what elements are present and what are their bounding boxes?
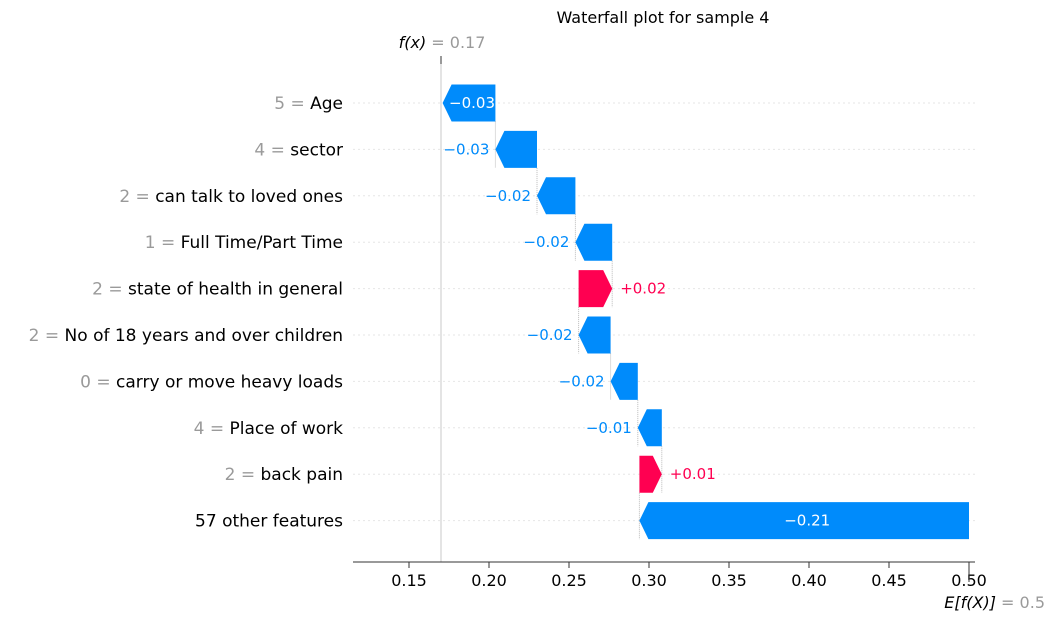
bar-negative [537, 177, 576, 215]
x-tick-label: 0.30 [631, 571, 667, 590]
feature-label: 4 = Place of work [194, 419, 344, 439]
bar-positive [578, 270, 613, 308]
bar-value-label: −0.03 [449, 94, 495, 112]
bar-value-label: −0.01 [586, 419, 632, 437]
bar-negative [442, 84, 496, 122]
bar-positive [639, 455, 662, 493]
feature-label: 2 = state of health in general [92, 280, 343, 300]
bar-value-label: −0.21 [784, 512, 830, 530]
bar-value-label: −0.02 [559, 372, 605, 390]
bar-value-label: −0.02 [485, 187, 531, 205]
labels-layer: 5 = Age −0.03 4 = sector −0.03 2 = can talk … [29, 94, 831, 532]
feature-label: 0 = carry or move heavy loads [80, 372, 343, 392]
bar-value-label: +0.02 [620, 280, 666, 298]
x-tick-label: 0.25 [551, 571, 587, 590]
efx-label: E[f(X)] = 0.5 [944, 593, 1045, 612]
feature-label: 2 = can talk to loved ones [119, 187, 343, 207]
x-axis: f(x) = 0.170.15 0.20 0.25 0.30 0.35 0.40 0.45 0… [353, 33, 1045, 612]
bar-negative [575, 223, 613, 261]
feature-label: 1 = Full Time/Part Time [145, 233, 343, 253]
bar-negative [578, 316, 611, 354]
x-tick-label: 0.45 [871, 571, 907, 590]
bar-value-label: −0.03 [443, 140, 489, 158]
x-tick-label: 0.40 [791, 571, 827, 590]
bar-negative [639, 502, 969, 540]
bar-negative [495, 130, 537, 168]
x-tick-label: 0.20 [471, 571, 507, 590]
chart-title: Waterfall plot for sample 4 [557, 8, 770, 27]
feature-label: 2 = back pain [225, 465, 343, 485]
x-tick-label: 0.15 [391, 571, 427, 590]
x-tick-label: 0.35 [711, 571, 747, 590]
grid-layer [353, 64, 975, 562]
feature-label: 2 = No of 18 years and over children [29, 326, 343, 346]
fx-label: f(x) = 0.17 [399, 33, 486, 52]
bars-layer [442, 84, 969, 540]
bar-negative [610, 362, 638, 400]
bar-value-label: −0.02 [523, 233, 569, 251]
feature-label: 4 = sector [254, 140, 343, 160]
feature-label: 5 = Age [274, 94, 343, 114]
feature-label: 57 other features [195, 512, 343, 532]
bar-negative [637, 409, 662, 447]
bar-value-label: +0.01 [670, 465, 716, 483]
bar-value-label: −0.02 [527, 326, 573, 344]
